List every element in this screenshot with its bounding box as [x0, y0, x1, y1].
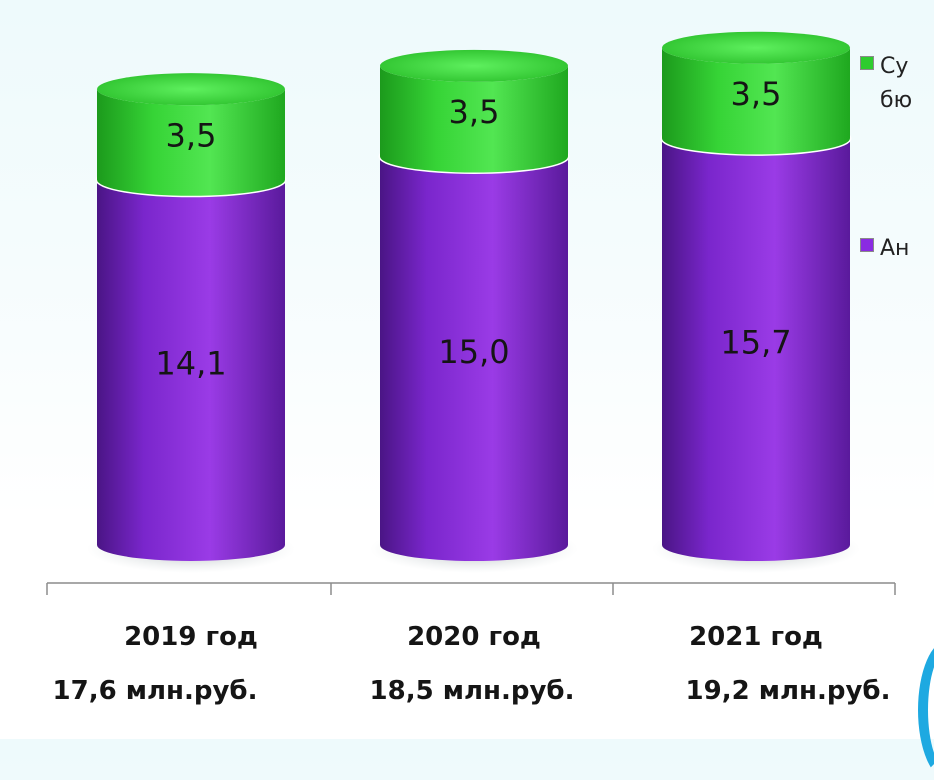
- legend-item-series-2: Су бю: [858, 50, 934, 113]
- bar-segment-series-1: [380, 156, 568, 561]
- bar-top-cap: [97, 73, 285, 106]
- bar-top-cap: [380, 49, 568, 82]
- data-label-series-1: 15,7: [720, 324, 791, 362]
- legend-item-series-1: Ан: [858, 232, 934, 272]
- x-tick-label: 2021 год: [689, 622, 823, 652]
- legend-swatch-green: [860, 56, 874, 70]
- bar-segment-series-2: [662, 47, 850, 155]
- data-label-series-2: 3,5: [449, 93, 500, 131]
- legend-swatch-purple: [860, 238, 874, 252]
- bar-segment-series-1: [662, 138, 850, 561]
- data-label-series-1: 14,1: [155, 344, 226, 382]
- chart: 14,1 3,5 15,0 3,5 15,7 3,5: [46, 31, 896, 595]
- data-label-series-2: 3,5: [731, 75, 782, 113]
- total-label: 18,5 млн.руб.: [369, 676, 575, 706]
- legend-label-series-1: Ан: [880, 236, 910, 261]
- bar-segment-series-2: [97, 89, 285, 196]
- legend: Су бю Ан: [858, 50, 934, 414]
- bar-segment-series-2: [379, 65, 568, 173]
- total-label: 17,6 млн.руб.: [52, 676, 258, 706]
- x-tick-label: 2019 год: [124, 622, 258, 652]
- x-tick-label: 2020 год: [407, 622, 541, 652]
- bar-top-cap: [662, 31, 850, 64]
- bar-segment-series-1: [97, 179, 285, 561]
- data-label-series-2: 3,5: [166, 116, 217, 154]
- total-label: 19,2 млн.руб.: [685, 676, 891, 706]
- data-label-series-1: 15,0: [438, 333, 509, 371]
- legend-label-series-2: Су бю: [880, 54, 913, 113]
